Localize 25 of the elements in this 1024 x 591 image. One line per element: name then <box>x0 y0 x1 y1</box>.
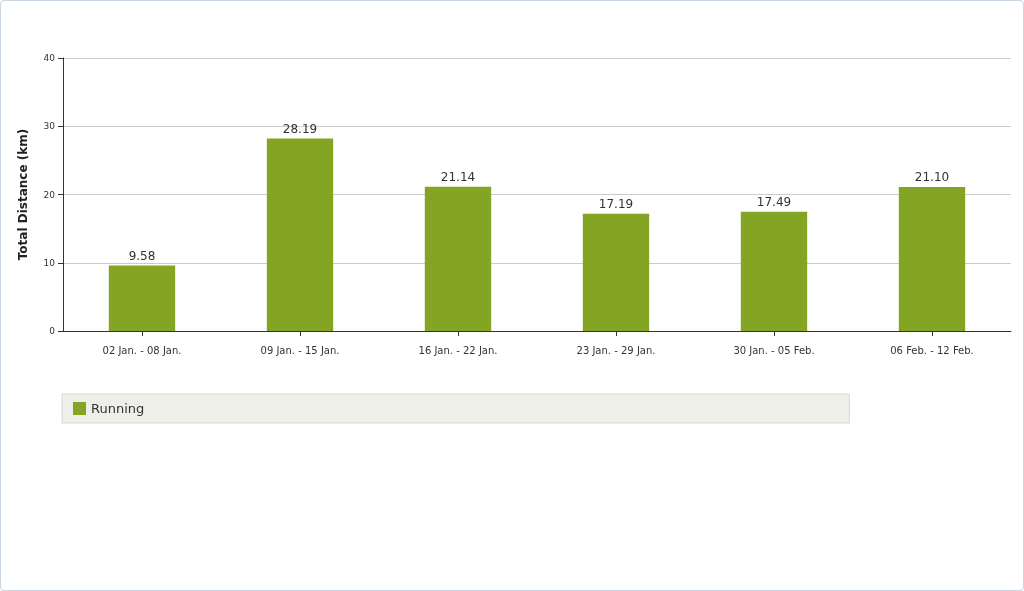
bar <box>108 265 176 331</box>
x-tick-label: 09 Jan. - 15 Jan. <box>260 344 340 356</box>
x-tick-label: 02 Jan. - 08 Jan. <box>102 344 182 356</box>
y-tick-label: 10 <box>43 257 56 268</box>
data-label: 21.10 <box>914 169 950 184</box>
bar <box>582 213 650 331</box>
y-tick-label: 0 <box>49 326 56 336</box>
bar <box>898 186 966 331</box>
legend-label: Running <box>91 401 145 416</box>
data-label: 17.19 <box>598 196 634 211</box>
x-tick-label: 23 Jan. - 29 Jan. <box>576 344 656 356</box>
x-tick-label: 30 Jan. - 05 Feb. <box>733 344 815 356</box>
y-tick-label: 30 <box>43 121 56 132</box>
data-label: 17.49 <box>756 194 792 209</box>
y-axis-title: Total Distance (km) <box>16 128 30 261</box>
data-label: 9.58 <box>128 248 156 263</box>
bar <box>424 186 492 331</box>
bar <box>266 138 334 331</box>
data-label: 28.19 <box>282 121 318 136</box>
bar <box>740 211 808 331</box>
y-tick-label: 40 <box>43 53 56 63</box>
x-tick-label: 16 Jan. - 22 Jan. <box>418 344 498 356</box>
data-label: 21.14 <box>440 169 476 184</box>
y-tick-label: 20 <box>43 189 56 200</box>
x-tick-label: 06 Feb. - 12 Feb. <box>890 344 974 356</box>
